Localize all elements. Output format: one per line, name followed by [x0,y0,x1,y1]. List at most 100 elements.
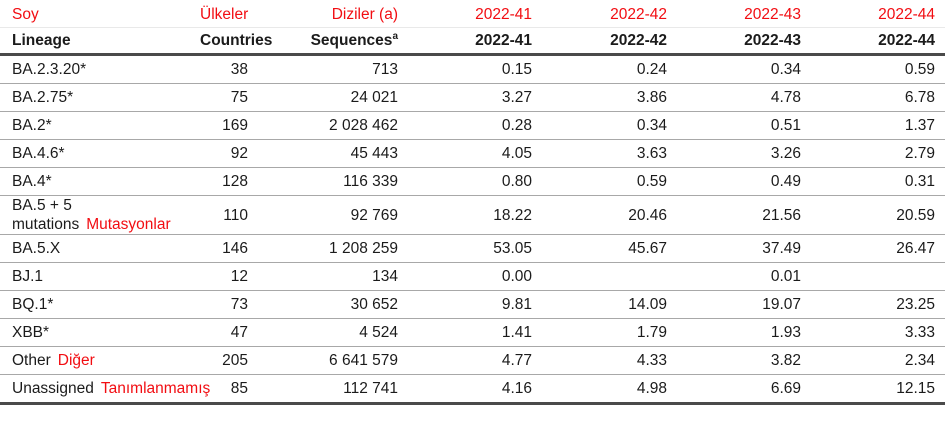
week-3-value-cell: 1.93 [677,318,811,347]
header-sequences-label: Sequences [310,32,393,49]
lineage-name: BA.2.3.20* [12,61,87,78]
week-1-value-cell: 1.41 [408,318,542,347]
lineage-cell: BA.2.75* [0,83,200,112]
sequences-cell: 116 339 [258,167,408,196]
lineage-cell: XBB* [0,318,200,347]
week-1-value-cell: 9.81 [408,290,542,319]
week-3-value-cell: 0.01 [677,262,811,291]
week-1-value-cell: 0.80 [408,167,542,196]
week-1-value-cell: 4.16 [408,374,542,405]
sequences-cell: 134 [258,262,408,291]
week-3-value-cell: 0.34 [677,54,811,84]
header-lineage: Lineage [0,27,200,56]
week-1-value-cell: 4.77 [408,346,542,375]
week-2-value-cell: 0.59 [542,167,677,196]
week-4-value-cell: 2.34 [811,346,945,375]
lineage-name: BA.2.75* [12,89,74,106]
week-4-value-cell: 20.59 [811,195,945,235]
sequences-cell: 45 443 [258,139,408,168]
week-1-value-cell: 3.27 [408,83,542,112]
countries-cell: 85 [200,374,258,405]
week-1-value-cell: 0.00 [408,262,542,291]
week-3-value-cell: 3.82 [677,346,811,375]
sequences-cell: 4 524 [258,318,408,347]
sequences-cell: 713 [258,54,408,84]
header-sequences: Sequencesa [258,27,408,56]
countries-cell: 128 [200,167,258,196]
table-row: Unassigned Tanımlanmamış 85 112 741 4.16 … [0,374,945,405]
table-row: BJ.1 12 134 0.00 0.01 [0,262,945,291]
week-1-value-cell: 0.28 [408,111,542,140]
week-2-value-cell: 3.86 [542,83,677,112]
week-2-value-cell: 45.67 [542,234,677,263]
lineage-name: BA.5.X [12,240,61,257]
header-week-2-turkish: 2022-42 [542,2,677,28]
week-3-value-cell: 3.26 [677,139,811,168]
lineage-cell: Other Diğer [0,346,200,375]
table-row: BA.2* 169 2 028 462 0.28 0.34 0.51 1.37 [0,111,945,140]
header-week-1-turkish: 2022-41 [408,2,542,28]
week-1-value-cell: 4.05 [408,139,542,168]
table-row: BA.2.75* 75 24 021 3.27 3.86 4.78 6.78 [0,83,945,112]
lineage-name-turkish: Tanımlanmamış [100,380,211,397]
week-4-value-cell: 2.79 [811,139,945,168]
lineage-cell: BA.4.6* [0,139,200,168]
lineage-name: BA.2* [12,117,52,134]
week-2-value-cell: 3.63 [542,139,677,168]
lineage-name: BQ.1* [12,296,54,313]
header-week-3: 2022-43 [677,27,811,56]
variant-proportion-table: Soy Ülkeler Diziler (a) 2022-41 2022-42 … [0,2,945,405]
header-week-3-turkish: 2022-43 [677,2,811,28]
countries-cell: 47 [200,318,258,347]
week-3-value-cell: 0.49 [677,167,811,196]
week-2-value-cell [542,262,677,291]
header-week-1: 2022-41 [408,27,542,56]
week-4-value-cell: 3.33 [811,318,945,347]
lineage-name: Unassigned [12,380,94,397]
lineage-name: XBB* [12,324,50,341]
countries-cell: 110 [200,195,258,235]
week-2-value-cell: 20.46 [542,195,677,235]
header-row-english: Lineage Countries Sequencesa 2022-41 202… [0,27,945,56]
week-3-value-cell: 0.51 [677,111,811,140]
week-3-value-cell: 19.07 [677,290,811,319]
week-4-value-cell [811,262,945,291]
week-3-value-cell: 37.49 [677,234,811,263]
lineage-name: BJ.1 [12,268,44,285]
header-week-4-turkish: 2022-44 [811,2,945,28]
lineage-cell: Unassigned Tanımlanmamış [0,374,210,405]
week-2-value-cell: 4.98 [542,374,677,405]
week-4-value-cell: 6.78 [811,83,945,112]
header-lineage-turkish: Soy [0,2,200,28]
lineage-name-turkish: Mutasyonlar [86,216,171,233]
countries-cell: 146 [200,234,258,263]
sequences-cell: 2 028 462 [258,111,408,140]
countries-cell: 205 [200,346,258,375]
week-2-value-cell: 1.79 [542,318,677,347]
lineage-name: Other [12,352,51,369]
countries-cell: 92 [200,139,258,168]
sequences-cell: 6 641 579 [258,346,408,375]
week-3-value-cell: 4.78 [677,83,811,112]
table-row: XBB* 47 4 524 1.41 1.79 1.93 3.33 [0,318,945,347]
week-1-value-cell: 0.15 [408,54,542,84]
header-sequences-turkish: Diziler (a) [258,2,408,28]
week-3-value-cell: 6.69 [677,374,811,405]
countries-cell: 75 [200,83,258,112]
lineage-name-turkish: Diğer [57,352,95,369]
countries-cell: 169 [200,111,258,140]
header-countries-turkish: Ülkeler [200,2,258,28]
lineage-cell: BJ.1 [0,262,200,291]
week-2-value-cell: 4.33 [542,346,677,375]
table-row: BA.5 + 5 mutations Mutasyonlar 110 92 769… [0,195,945,235]
countries-cell: 12 [200,262,258,291]
week-4-value-cell: 0.31 [811,167,945,196]
lineage-name: BA.4* [12,173,52,190]
sequences-cell: 92 769 [258,195,408,235]
countries-cell: 38 [200,54,258,84]
lineage-cell: BQ.1* [0,290,200,319]
lineage-name: BA.5 + 5 mutations [12,197,80,233]
table-row: BA.4* 128 116 339 0.80 0.59 0.49 0.31 [0,167,945,196]
week-4-value-cell: 0.59 [811,54,945,84]
countries-cell: 73 [200,290,258,319]
